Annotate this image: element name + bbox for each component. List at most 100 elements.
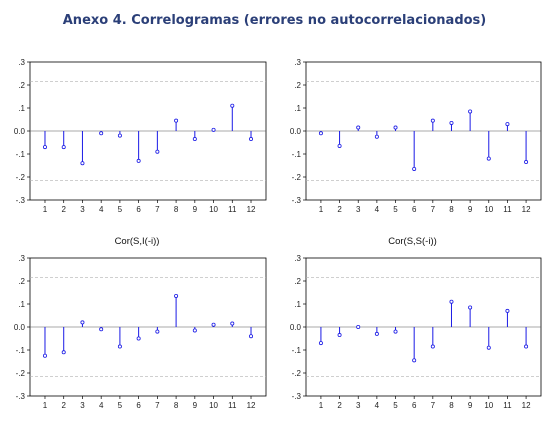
stem-marker xyxy=(99,327,104,332)
y-tick-label: .3 xyxy=(294,58,301,67)
y-tick-label: -.1 xyxy=(16,346,26,355)
correlogram-panel-4: Cor(S,S(-i)) .3.2.1 0.0 -.1 -.2 -.3 1 2 3 4 5 6 7 8 9… xyxy=(276,236,549,412)
stem-marker xyxy=(192,328,197,333)
y-tick-label: .2 xyxy=(18,277,25,286)
x-tick-label: 12 xyxy=(522,205,531,214)
stem-marker xyxy=(211,127,216,132)
y-tick-label: 0.0 xyxy=(14,323,26,332)
y-tick-label: -.3 xyxy=(292,196,302,205)
x-tick-label: 2 xyxy=(337,205,342,214)
stem-marker xyxy=(80,320,85,325)
x-tick-label: 8 xyxy=(174,401,179,410)
x-tick-label: 12 xyxy=(522,401,531,410)
x-tick-label: 9 xyxy=(193,205,198,214)
x-tick-label: 6 xyxy=(412,205,417,214)
stem-marker xyxy=(505,122,510,127)
x-tick-label: 4 xyxy=(99,205,104,214)
stem-marker xyxy=(412,166,417,171)
correlogram-panel-1: .3.2.1 0.0 -.1 -.2 -.3 1 2 3 4 5 6 7 8 9 10 11 12 xyxy=(0,52,274,220)
stem-marker xyxy=(117,133,122,138)
stem-marker xyxy=(249,334,254,339)
x-tick-label: 10 xyxy=(209,205,218,214)
x-tick-label: 6 xyxy=(412,401,417,410)
stem-marker xyxy=(486,345,491,350)
x-tick-label: 6 xyxy=(136,401,141,410)
stem-marker xyxy=(449,299,454,304)
x-tick-label: 10 xyxy=(484,401,493,410)
stem-marker xyxy=(374,331,379,336)
y-tick-label: .1 xyxy=(18,104,25,113)
y-tick-label: -.1 xyxy=(16,150,26,159)
x-tick-label: 10 xyxy=(484,205,493,214)
x-tick-label: 5 xyxy=(393,205,398,214)
x-tick-label: 9 xyxy=(193,401,198,410)
x-tick-label: 6 xyxy=(136,205,141,214)
stem-marker xyxy=(230,321,235,326)
y-tick-label: .2 xyxy=(294,81,301,90)
stem-marker xyxy=(468,305,473,310)
y-tick-label: .3 xyxy=(294,254,301,263)
stem-marker xyxy=(486,156,491,161)
y-tick-label: 0.0 xyxy=(290,127,302,136)
x-tick-label: 11 xyxy=(503,205,512,214)
x-tick-label: 4 xyxy=(375,401,380,410)
stem-marker xyxy=(136,158,141,163)
stem-marker xyxy=(42,145,47,150)
correlogram-chart-3: .3.2.10.0-.1-.2-.31 2 3 4 5 6 7 8 9 10 11 12 xyxy=(14,254,267,410)
x-tick-label: 1 xyxy=(319,401,324,410)
x-tick-label: 7 xyxy=(431,401,436,410)
x-tick-label: 4 xyxy=(99,401,104,410)
stem-marker xyxy=(155,329,160,334)
stem-marker xyxy=(337,333,342,338)
stem-marker xyxy=(430,344,435,349)
y-tick-label: -.3 xyxy=(16,196,26,205)
y-tick-label: .1 xyxy=(294,300,301,309)
stem-marker xyxy=(412,358,417,363)
chart-title: Cor(S,S(-i)) xyxy=(388,236,437,247)
x-tick-label: 1 xyxy=(319,205,324,214)
chart-title: Cor(S,I(-i)) xyxy=(114,236,160,247)
x-tick-label: 4 xyxy=(375,205,380,214)
stem-marker xyxy=(61,145,66,150)
stem-marker xyxy=(99,131,104,136)
x-tick-label: 2 xyxy=(61,401,66,410)
y-tick-label: -.2 xyxy=(292,173,302,182)
stem-marker xyxy=(155,149,160,154)
correlogram-panel-2: .3.2.1 0.0 -.1 -.2 -.3 1 2 3 4 5 6 7 8 9 10 11 12 xyxy=(276,52,549,220)
stem-marker xyxy=(356,325,361,330)
stem-marker xyxy=(318,341,323,346)
stem-marker xyxy=(174,118,179,123)
stem-marker xyxy=(337,143,342,148)
stem-marker xyxy=(117,344,122,349)
x-tick-label: 3 xyxy=(80,205,85,214)
stem-marker xyxy=(136,336,141,341)
x-tick-label: 2 xyxy=(61,205,66,214)
stem-marker xyxy=(230,103,235,108)
page-heading: Anexo 4. Correlogramas (errores no autoc… xyxy=(62,13,487,28)
x-tick-label: 8 xyxy=(449,205,454,214)
x-tick-label: 9 xyxy=(468,205,473,214)
stem-marker xyxy=(468,109,473,114)
x-tick-label: 9 xyxy=(468,401,473,410)
stem-marker xyxy=(505,308,510,313)
stem-marker xyxy=(524,344,529,349)
stem-marker xyxy=(61,350,66,355)
x-tick-label: 5 xyxy=(393,401,398,410)
y-tick-label: .1 xyxy=(18,300,25,309)
x-tick-label: 3 xyxy=(356,205,361,214)
stem-marker xyxy=(42,353,47,358)
y-tick-label: -.2 xyxy=(16,369,26,378)
correlogram-panel-3: Cor(S,I(-i)) .3.2.1 0.0 -.1 -.2 -.3 1 2 3 4 5 6 7 8 9… xyxy=(0,236,274,412)
stem-marker xyxy=(318,131,323,136)
stem-marker xyxy=(211,322,216,327)
x-tick-label: 3 xyxy=(356,401,361,410)
x-tick-label: 10 xyxy=(209,401,218,410)
stem-marker xyxy=(356,125,361,130)
correlogram-chart-4: .3.2.10.0-.1-.2-.31 2 3 4 5 6 7 8 9 10 11 12 xyxy=(290,254,542,410)
x-tick-label: 8 xyxy=(174,205,179,214)
y-tick-label: -.1 xyxy=(292,150,302,159)
stem-marker xyxy=(393,329,398,334)
x-tick-label: 5 xyxy=(118,401,123,410)
y-tick-label: .1 xyxy=(294,104,301,113)
correlogram-chart-1: .3.2.10.0-.1-.2-.31 2 3 4 5 6 7 8 9 10 11 12 xyxy=(14,58,267,214)
